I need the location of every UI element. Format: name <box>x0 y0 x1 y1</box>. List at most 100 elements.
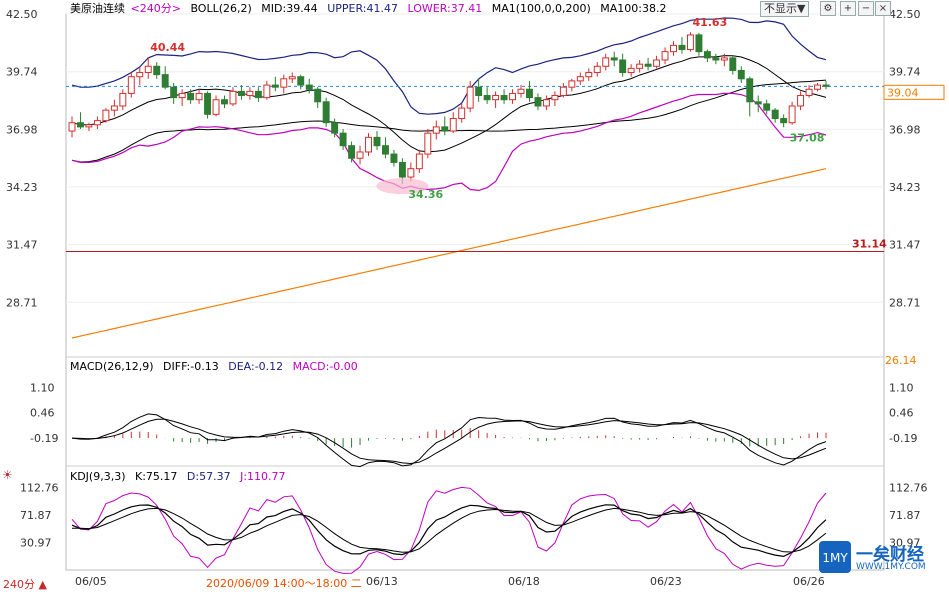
x-tick-label: 06/23 <box>650 575 682 588</box>
period-badge[interactable]: 240分 ▲ <box>3 578 47 591</box>
boll-lower: LOWER:37.41 <box>407 2 483 15</box>
candle-body <box>212 99 220 115</box>
candle-body <box>466 86 474 109</box>
svg-text:1MY: 1MY <box>822 551 848 565</box>
candle-body <box>187 92 195 101</box>
kdj-y-tick-left: 112.76 <box>20 482 59 495</box>
low-annotation: 37.08 <box>790 131 825 144</box>
candle-body <box>322 101 330 124</box>
candle-body <box>68 122 76 132</box>
candle-body <box>475 86 483 97</box>
candle-body <box>559 86 567 97</box>
macd-diff-line <box>71 413 827 468</box>
candle-body <box>161 74 169 88</box>
macd-y-tick-right: 0.46 <box>889 407 914 420</box>
candle-body <box>153 65 161 76</box>
hide-indicator-button[interactable]: 不显示▼ <box>760 1 810 17</box>
candle-body <box>390 153 398 163</box>
y-tick-label-left: 36.98 <box>6 123 38 136</box>
candle-body <box>568 80 576 88</box>
candle-body <box>788 105 796 124</box>
boll-mid: MID:39.44 <box>261 2 318 15</box>
x-tick-label: 06/13 <box>366 575 398 588</box>
kdj-k: K:75.17 <box>135 470 178 483</box>
candle-body <box>339 132 347 147</box>
main-header: 美原油连续 <240分> BOLL(26,2) MID:39.44 UPPER:… <box>70 2 673 16</box>
candle-body <box>602 57 610 67</box>
candle-body <box>237 90 245 97</box>
candle-body <box>229 90 237 105</box>
boll-lower-line <box>71 92 827 192</box>
add-icon[interactable]: + <box>840 1 856 16</box>
candle-body <box>509 92 517 101</box>
candle-body <box>398 161 406 178</box>
candle-body <box>517 88 525 94</box>
candle-body <box>483 95 491 101</box>
cursor-time-label: 2020/06/09 14:00～18:00 二 <box>206 577 362 590</box>
candle-body <box>500 95 508 101</box>
candle-body <box>432 126 440 134</box>
candle-body <box>526 88 533 99</box>
candle-body <box>102 109 110 122</box>
candle-body <box>314 88 322 103</box>
candle-body <box>754 101 762 105</box>
y-tick-label-left: 42.50 <box>6 8 38 21</box>
candle-body <box>653 59 661 67</box>
y-tick-label-left: 31.47 <box>6 239 38 252</box>
candle-body <box>204 92 212 115</box>
macd-y-tick-left: 1.10 <box>30 382 55 395</box>
high-annotation: 41.63 <box>692 16 727 29</box>
reference-line-label: 31.14 <box>852 237 887 250</box>
candle-body <box>712 57 720 61</box>
candle-body <box>780 118 788 124</box>
candle-body <box>686 34 694 51</box>
candle-body <box>441 126 449 132</box>
site-logo: 1MY 一矣财经 WWW.1MY.COM <box>818 540 943 574</box>
minimize-icon[interactable]: − <box>858 1 874 16</box>
kdj-y-tick-left: 71.87 <box>20 509 52 522</box>
axis-bottom-label: 26.14 <box>885 354 917 367</box>
candle-body <box>93 120 101 126</box>
x-tick-label: 06/26 <box>793 575 825 588</box>
candle-body <box>551 95 559 101</box>
candle-body <box>729 57 737 71</box>
macd-value: MACD:-0.00 <box>292 360 358 373</box>
gear-sidebar-icon[interactable]: ☀ <box>2 468 13 482</box>
ma100-value: MA100:38.2 <box>600 2 667 15</box>
candle-body <box>424 132 432 155</box>
boll-mid-line <box>71 55 827 153</box>
logo-mark-icon: 1MY <box>819 541 851 573</box>
boll-label: BOLL(26,2) <box>190 2 252 15</box>
kdj-d: D:57.37 <box>186 470 231 483</box>
candle-body <box>678 44 686 51</box>
y-tick-label-right: 34.23 <box>889 181 921 194</box>
candle-body <box>797 95 805 107</box>
settings-icon[interactable]: ⚙ <box>820 1 836 16</box>
ma100-line <box>71 168 827 339</box>
close-icon[interactable]: × <box>875 1 891 16</box>
candle-body <box>737 69 745 80</box>
candle-body <box>136 72 144 78</box>
candle-body <box>670 44 677 53</box>
macd-dea: DEA:-0.12 <box>228 360 284 373</box>
boll-upper: UPPER:41.47 <box>327 2 398 15</box>
candle-body <box>119 92 127 107</box>
macd-diff: DIFF:-0.13 <box>163 360 219 373</box>
candle-body <box>110 105 118 111</box>
kdj-d-line <box>71 507 827 553</box>
macd-y-tick-left: 0.46 <box>30 407 55 420</box>
y-tick-label-right: 36.98 <box>889 123 921 136</box>
kdj-y-tick-right: 71.87 <box>889 509 921 522</box>
candle-body <box>763 103 771 111</box>
candle-body <box>593 65 601 74</box>
macd-label: MACD(26,12,9) <box>70 360 154 373</box>
candle-body <box>703 51 711 59</box>
candle-body <box>576 76 584 82</box>
candle-body <box>814 84 821 90</box>
low-highlight <box>376 178 429 195</box>
candle-body <box>492 95 500 101</box>
candle-body <box>373 136 381 147</box>
kdj-y-tick-right: 112.76 <box>889 482 928 495</box>
candle-body <box>170 86 178 99</box>
